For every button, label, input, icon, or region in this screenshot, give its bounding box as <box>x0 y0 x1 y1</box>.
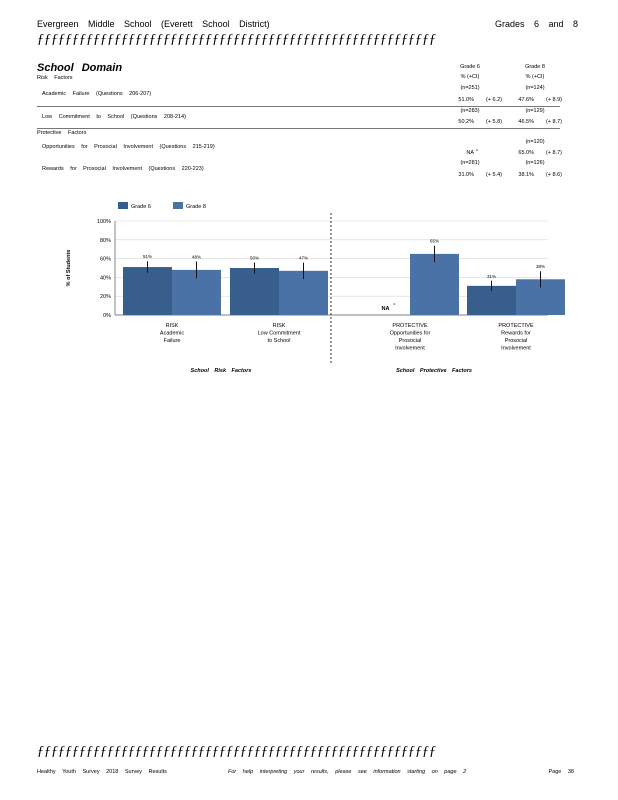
y-tick-label: 80% <box>100 238 111 244</box>
protective-factors-label: Protective Factors <box>37 130 87 136</box>
row1-ci6: (+ 6.2) <box>485 97 502 103</box>
footer-help-link[interactable]: For help interpreting your results, plea… <box>228 769 467 775</box>
row4-n6: (n=281) <box>460 160 480 166</box>
category-label: Prosocial <box>505 338 528 344</box>
bar <box>410 253 459 315</box>
footer-rule: ƒƒƒƒƒƒƒƒƒƒƒƒƒƒƒƒƒƒƒƒƒƒƒƒƒƒƒƒƒƒƒƒƒƒƒƒƒƒƒƒ… <box>37 744 436 759</box>
na-footnote-mark: c <box>394 301 396 306</box>
y-tick-label: 20% <box>100 294 111 300</box>
row2-p6: 50.2% <box>458 119 474 125</box>
bar-value-label: 31% <box>487 274 496 279</box>
legend-label: Grade 8 <box>186 204 206 210</box>
row1-ci8: (+ 8.9) <box>545 97 562 103</box>
row3-p6: NA <box>466 150 474 156</box>
category-label: Prosocial <box>399 338 422 344</box>
bar-value-label: 47% <box>299 256 308 261</box>
row2-n8: (n=129) <box>525 108 545 114</box>
y-tick-label: 60% <box>100 257 111 263</box>
row2-p8: 46.5% <box>518 119 534 125</box>
bar-value-label: 50% <box>250 256 259 261</box>
row2-ci8: (+ 8.7) <box>545 119 562 125</box>
risk-factors-label: Risk Factors <box>37 75 73 81</box>
bar-value-label: 48% <box>192 255 201 260</box>
group-label-risk: School Risk Factors <box>191 368 252 374</box>
school-title: Evergreen Middle School (Everett School … <box>37 19 270 29</box>
bar-value-label: 38% <box>536 264 545 269</box>
category-label: PROTECTIVE <box>392 323 427 329</box>
bar-chart: 0% 20% 40% 60% 80% 100% % of Students Grade 6 Gr… <box>66 202 565 374</box>
y-axis-label: % of Students <box>66 250 72 287</box>
category-label: PROTECTIVE <box>498 323 533 329</box>
col-grade6-pct: % (+CI) <box>460 74 480 80</box>
row4-p8: 38.1% <box>518 172 534 178</box>
category-label: Low Commitment <box>258 331 301 337</box>
row-divider <box>37 106 560 107</box>
legend-label: Grade 6 <box>131 204 151 210</box>
row4-ci6: (+ 5.4) <box>485 172 502 178</box>
footer-page-number: Page 38 <box>548 769 575 775</box>
y-tick-label: 40% <box>100 275 111 281</box>
row2-label: Low Commitment to School (Questions 208-… <box>42 114 186 120</box>
category-label: RISK <box>166 323 179 329</box>
y-tick-label: 0% <box>103 313 111 319</box>
row4-ci8: (+ 8.6) <box>545 172 562 178</box>
bar-value-label: 51% <box>143 254 152 259</box>
col-grade8-header: Grade 8 <box>525 64 545 70</box>
legend-swatch <box>118 202 128 209</box>
bar-value-label: 65% <box>430 239 439 244</box>
category-label: Involvement <box>395 346 425 352</box>
row4-p6: 31.0% <box>458 172 474 178</box>
header-rule: ƒƒƒƒƒƒƒƒƒƒƒƒƒƒƒƒƒƒƒƒƒƒƒƒƒƒƒƒƒƒƒƒƒƒƒƒƒƒƒƒ… <box>37 32 436 47</box>
category-label: Failure <box>164 338 181 344</box>
bar <box>123 267 172 315</box>
row4-n8: (n=126) <box>525 160 545 166</box>
bar <box>230 268 279 315</box>
row3-label: Opportunities for Prosocial Involvement … <box>42 144 215 150</box>
row2-ci6: (+ 5.8) <box>485 119 502 125</box>
footer-survey-title: Healthy Youth Survey 2018 Survey Results <box>37 769 167 775</box>
group-label-protective: School Protective Factors <box>396 368 472 374</box>
category-label: to School <box>268 338 291 344</box>
grades-label: Grades 6 and 8 <box>494 19 578 29</box>
category-label: Academic <box>160 331 184 337</box>
row1-p8: 47.6% <box>518 97 534 103</box>
bar-value-label: NA <box>382 306 390 312</box>
row3-na-mark: c <box>476 147 478 152</box>
row-divider <box>37 128 560 129</box>
row3-ci8: (+ 8.7) <box>545 150 562 156</box>
col-grade8-pct: % (+CI) <box>525 74 545 80</box>
legend-swatch <box>173 202 183 209</box>
category-label: Involvement <box>501 346 531 352</box>
row1-n8: (n=124) <box>525 85 545 91</box>
row4-label: Rewards for Prosocial Involvement (Quest… <box>42 166 204 172</box>
row1-label: Academic Failure (Questions 206-207) <box>42 91 152 97</box>
category-label: RISK <box>273 323 286 329</box>
y-tick-label: 100% <box>97 219 111 225</box>
col-grade6-header: Grade 6 <box>460 64 480 70</box>
section-title: School Domain <box>37 62 123 74</box>
row3-n8: (n=120) <box>525 139 545 145</box>
row1-n6: (n=251) <box>460 85 480 91</box>
row1-p6: 51.0% <box>458 97 474 103</box>
category-label: Opportunities for <box>390 331 431 337</box>
category-label: Rewards for <box>501 331 531 337</box>
row3-p8: 65.0% <box>518 150 534 156</box>
row2-n6: (n=283) <box>460 108 480 114</box>
